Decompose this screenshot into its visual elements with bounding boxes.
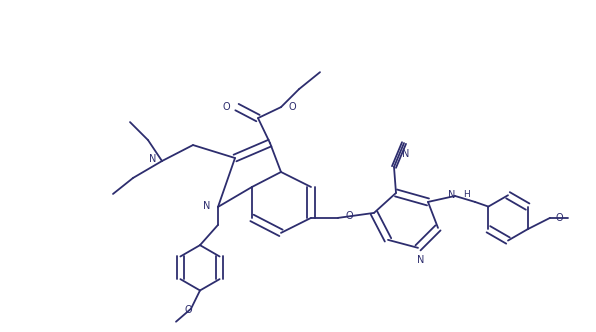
Text: N: N xyxy=(203,201,211,211)
Text: N: N xyxy=(448,190,455,200)
Text: O: O xyxy=(345,211,353,221)
Text: O: O xyxy=(184,305,192,315)
Text: N: N xyxy=(402,149,409,159)
Text: N: N xyxy=(417,255,425,265)
Text: N: N xyxy=(148,154,156,164)
Text: O: O xyxy=(288,102,296,112)
Text: O: O xyxy=(222,102,230,112)
Text: O: O xyxy=(556,213,564,223)
Text: H: H xyxy=(463,190,470,199)
